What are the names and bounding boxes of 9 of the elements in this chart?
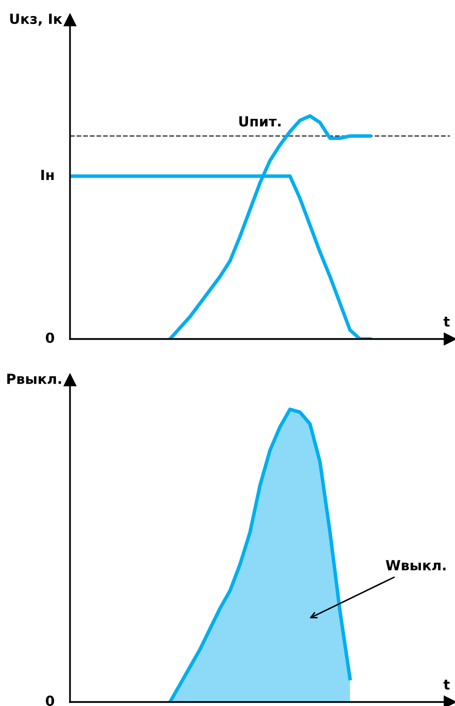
- y-axis-title: Pвыкл.: [7, 374, 61, 384]
- ref-line-label: Uпит.: [239, 116, 281, 127]
- x-axis-title: t: [444, 316, 450, 327]
- text: 0: [46, 332, 54, 344]
- x-axis-title: t: [444, 680, 450, 690]
- text: 0: [46, 696, 54, 706]
- y-axis-title: Uкз, Iк: [10, 14, 62, 26]
- annotation: Wвыкл.: [386, 560, 446, 570]
- text: Iн: [41, 170, 54, 180]
